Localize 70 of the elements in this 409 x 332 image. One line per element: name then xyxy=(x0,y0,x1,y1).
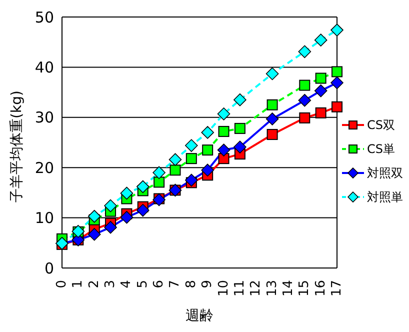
legend-label: 対照単 xyxy=(367,190,403,204)
point xyxy=(120,210,134,224)
point xyxy=(185,174,198,187)
point xyxy=(104,199,117,212)
point xyxy=(332,101,342,112)
x-tick-label: 4 xyxy=(119,280,134,288)
point xyxy=(332,66,342,78)
x-tick-label: 6 xyxy=(152,280,167,288)
x-tick-label: 7 xyxy=(168,280,183,288)
point xyxy=(170,164,181,176)
point xyxy=(218,126,230,137)
y-tick-label: 20 xyxy=(34,158,54,177)
x-tick-label: 5 xyxy=(135,280,150,288)
point xyxy=(266,67,279,80)
point xyxy=(299,80,310,91)
point xyxy=(104,220,117,234)
point xyxy=(136,180,150,194)
y-tick-label: 30 xyxy=(34,108,54,127)
point xyxy=(234,140,246,154)
point xyxy=(298,45,312,58)
point xyxy=(201,164,214,177)
x-tick-label: 15 xyxy=(297,280,312,297)
point xyxy=(315,107,326,118)
x-tick-label: 11 xyxy=(232,280,248,297)
y-tick-label: 50 xyxy=(34,8,54,26)
x-tick-label: 9 xyxy=(200,280,216,288)
point xyxy=(136,204,150,217)
point xyxy=(314,34,328,46)
x-tick-label: 12 xyxy=(248,280,264,297)
point xyxy=(315,72,326,84)
x-tick-label: 3 xyxy=(103,280,118,288)
point xyxy=(299,112,310,124)
point xyxy=(168,153,182,166)
x-tick-label: 10 xyxy=(216,280,232,297)
point xyxy=(234,93,246,106)
point xyxy=(266,99,278,110)
point xyxy=(266,128,278,140)
y-tick-label: 40 xyxy=(34,58,54,77)
y-tick-label: 10 xyxy=(34,209,54,228)
point xyxy=(218,153,230,164)
point xyxy=(88,210,101,223)
y-axis-title: 子羊平均体重(kg) xyxy=(8,90,25,202)
point xyxy=(186,153,197,164)
x-tick-label: 8 xyxy=(184,280,199,288)
point xyxy=(152,166,166,180)
point xyxy=(217,107,230,120)
x-tick-label: 0 xyxy=(54,280,70,288)
point xyxy=(154,176,165,188)
x-tick-label: 14 xyxy=(280,280,296,297)
point xyxy=(88,228,101,241)
legend-label: 対照双 xyxy=(367,166,403,180)
point xyxy=(202,144,214,156)
point xyxy=(185,139,198,152)
point xyxy=(330,76,344,90)
point xyxy=(314,84,328,98)
x-tick-label: 17 xyxy=(330,280,344,297)
point xyxy=(201,126,214,139)
x-axis-title: 週齢 xyxy=(186,308,214,324)
x-tick-label: 13 xyxy=(264,280,280,297)
point xyxy=(298,94,312,107)
x-tick-label: 16 xyxy=(313,280,328,297)
point xyxy=(234,122,246,134)
point xyxy=(266,112,279,126)
legend-label: CS双 xyxy=(367,118,395,132)
point xyxy=(120,186,134,200)
point xyxy=(217,144,230,156)
legend-label: CS単 xyxy=(367,142,395,156)
point xyxy=(330,24,344,36)
x-tick-label: 1 xyxy=(70,280,86,288)
x-tick-label: 2 xyxy=(86,280,102,288)
